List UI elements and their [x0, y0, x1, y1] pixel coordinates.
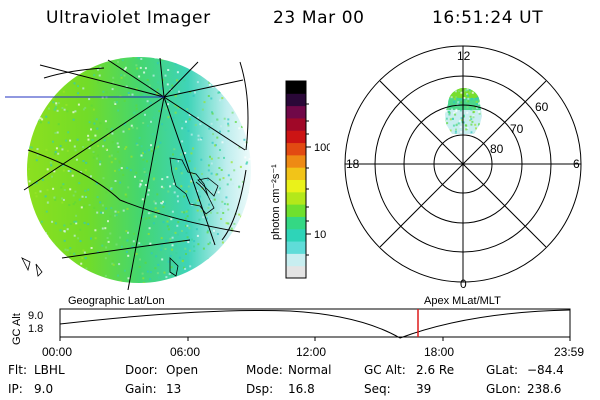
x-tick-1800: 18:00: [424, 345, 454, 359]
mlt-label-6: 6: [573, 157, 580, 171]
mode-label: Mode:: [246, 363, 283, 377]
glon-label: GLon:: [486, 382, 521, 396]
y-tick-1-8: 1.8: [28, 323, 43, 335]
timeline-left-title: Geographic Lat/Lon: [68, 295, 165, 307]
door-value: Open: [166, 363, 199, 377]
x-tick-1200: 12:00: [296, 345, 326, 359]
glon-value: 238.6: [527, 382, 562, 396]
gain-label: Gain:: [125, 382, 157, 396]
colorbar-segment: [286, 130, 306, 144]
mode-value: Normal: [288, 363, 332, 377]
timeline-ticks: [59, 337, 571, 341]
timeline-x-labels: 00:00 06:00 12:00 18:00 23:59: [42, 345, 584, 359]
geographic-globe-image: [5, 57, 251, 290]
colorbar-segment: [286, 154, 306, 168]
seq-value: 39: [416, 382, 432, 396]
colorbar-segment: [286, 265, 306, 279]
image-time: 16:51:24 UT: [432, 8, 544, 28]
colorbar-ticks: [306, 103, 311, 256]
flt-label: Flt:: [8, 363, 27, 377]
ip-value: 9.0: [34, 382, 54, 396]
colorbar-segment: [286, 179, 306, 193]
colorbar-border: [285, 80, 307, 279]
flt-value: LBHL: [34, 363, 65, 377]
colorbar-tick-100: 100: [314, 142, 330, 154]
door-label: Door:: [125, 363, 158, 377]
y-tick-9-0: 9.0: [28, 310, 43, 322]
dsp-value: 16.8: [288, 382, 315, 396]
polar-labels: 12 0 18 6 60 70 80: [346, 49, 580, 291]
colorbar: 100 10 photon cm⁻²s⁻¹: [270, 80, 330, 279]
colorbar-segment: [286, 81, 306, 94]
colorbar-unit-label: photon cm⁻²s⁻¹: [270, 164, 282, 240]
colorbar-segment: [286, 105, 306, 119]
mlt-label-18: 18: [346, 157, 360, 171]
seq-label: Seq:: [364, 382, 391, 396]
timeline-axis-label: GC Alt: [11, 313, 23, 345]
colorbar-segment: [286, 216, 306, 230]
coastlines: [21, 157, 219, 277]
mlt-label-12: 12: [457, 49, 471, 63]
colorbar-scale: [286, 81, 306, 279]
colorbar-segment: [286, 167, 306, 180]
colorbar-segment: [286, 253, 306, 267]
ip-label: IP:: [8, 382, 23, 396]
glat-label: GLat:: [486, 363, 519, 377]
timeline-right-title: Apex MLat/MLT: [424, 295, 501, 307]
colorbar-segment: [286, 117, 306, 131]
dsp-label: Dsp:: [246, 382, 274, 396]
altitude-timeline: Geographic Lat/Lon Apex MLat/MLT GC Alt …: [11, 295, 584, 359]
auroral-cap: [445, 88, 482, 134]
image-title: Ultraviolet Imager: [46, 8, 211, 28]
x-tick-0600: 06:00: [170, 345, 200, 359]
colorbar-segment: [286, 241, 306, 254]
mlat-label-60: 60: [535, 100, 549, 114]
colorbar-tick-10: 10: [314, 229, 326, 241]
colorbar-segment: [286, 204, 306, 217]
mlat-label-80: 80: [490, 142, 504, 156]
polar-grid: [344, 45, 582, 283]
image-date: 23 Mar 00: [273, 8, 365, 28]
polar-mlat-mlt-plot: 12 0 18 6 60 70 80: [344, 45, 582, 291]
colorbar-segment: [286, 142, 306, 156]
gc-alt-value: 2.6 Re: [416, 363, 455, 377]
mlat-label-70: 70: [510, 122, 524, 136]
glat-value: −84.4: [527, 363, 564, 377]
colorbar-segment: [286, 228, 306, 242]
globe-grid: [23, 57, 249, 290]
colorbar-segment: [286, 191, 306, 205]
gain-value: 13: [166, 382, 182, 396]
x-tick-0000: 00:00: [42, 345, 72, 359]
mlt-label-0: 0: [460, 277, 467, 291]
globe-disc: [27, 57, 251, 283]
x-tick-2359: 23:59: [554, 345, 584, 359]
colorbar-segment: [286, 93, 306, 107]
altitude-curve: [59, 309, 571, 339]
header: Ultraviolet Imager 23 Mar 00 16:51:24 UT: [0, 0, 600, 36]
gc-alt-label: GC Alt:: [364, 363, 406, 377]
